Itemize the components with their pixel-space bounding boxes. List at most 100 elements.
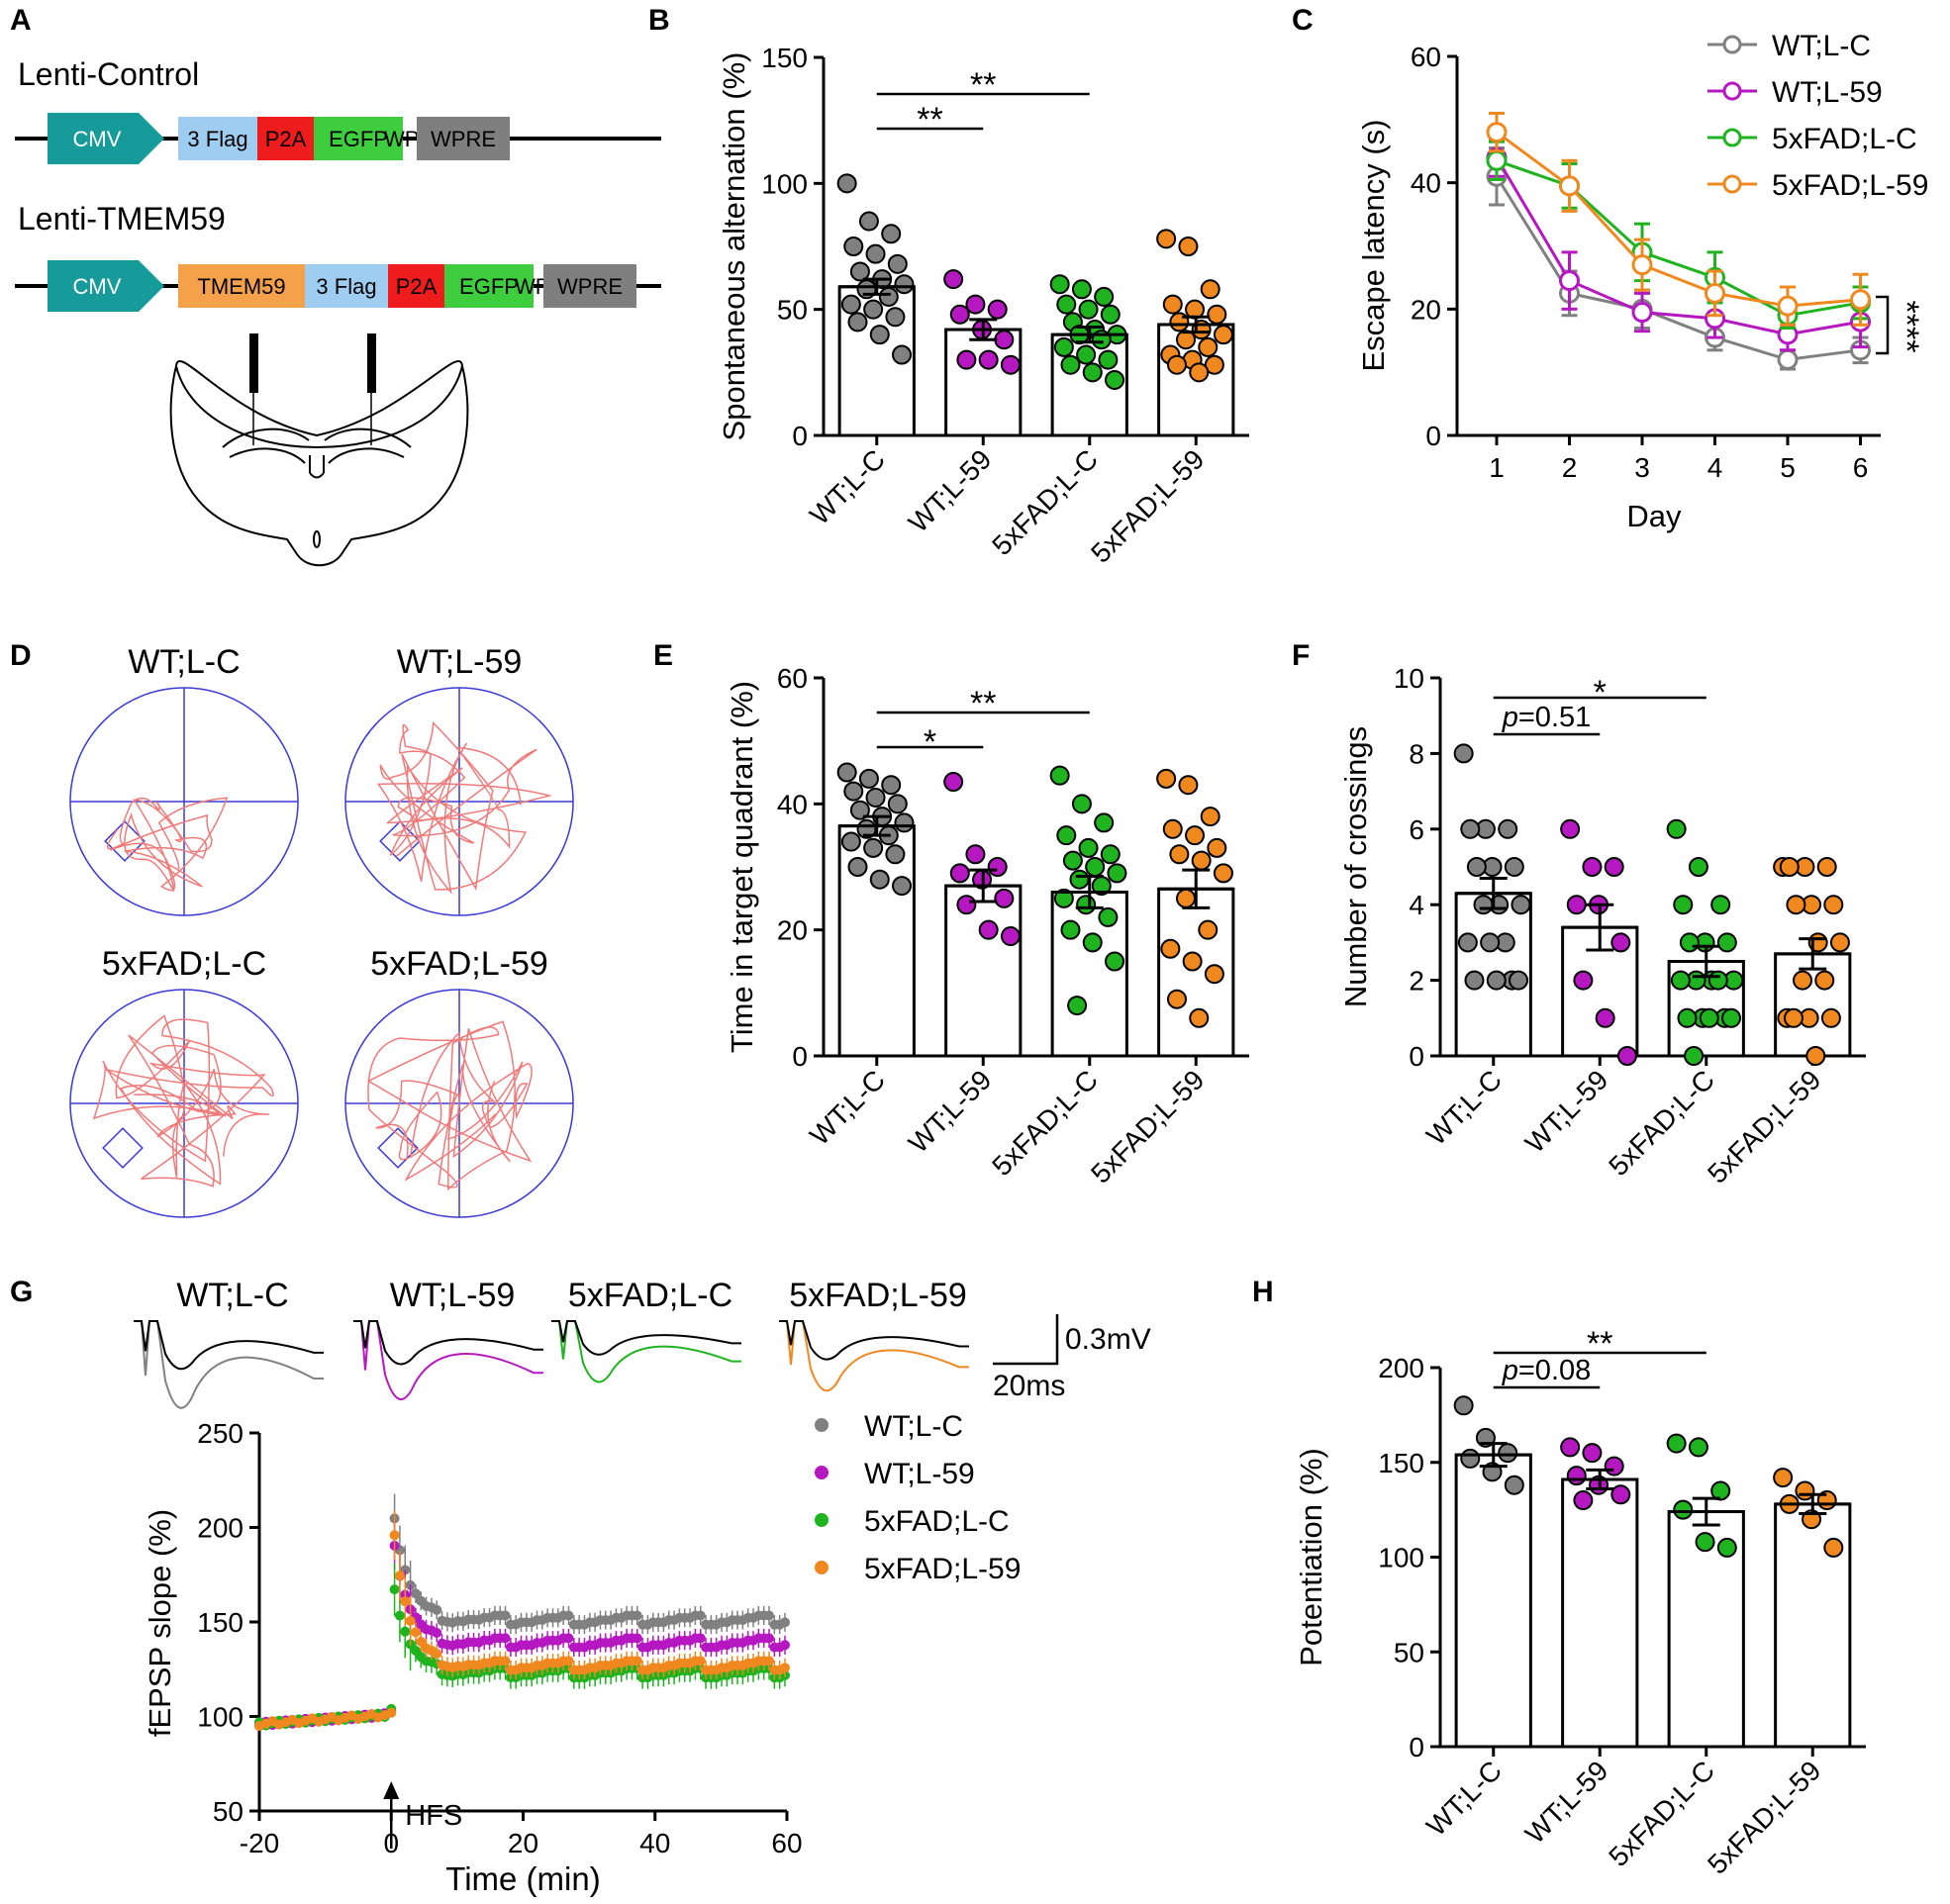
data-point — [978, 919, 999, 940]
data-point — [1198, 336, 1219, 357]
data-point — [1076, 895, 1097, 915]
data-point — [1198, 919, 1219, 940]
data-point — [389, 1584, 400, 1595]
x-tick-label: 5xFAD;L-C — [986, 443, 1104, 561]
data-point — [1716, 1537, 1737, 1558]
data-point — [1560, 818, 1581, 839]
data-point — [1176, 888, 1197, 908]
sig-value: =0.08 — [1518, 1355, 1591, 1386]
data-point — [1094, 286, 1115, 307]
data-point — [1559, 175, 1580, 197]
sig-label: ** — [917, 101, 942, 139]
swim-path — [377, 720, 553, 895]
data-point — [1162, 294, 1183, 315]
legend-marker — [815, 1418, 829, 1432]
legend-label: 5xFAD;L-C — [864, 1505, 1010, 1538]
data-point — [1573, 970, 1594, 991]
legend-label: 5xFAD;L-C — [1772, 123, 1917, 155]
data-point — [1560, 1437, 1581, 1458]
data-point — [1805, 1046, 1826, 1066]
sig-label: ** — [970, 685, 996, 722]
data-point — [500, 1633, 511, 1644]
data-point — [632, 1656, 642, 1666]
data-point — [500, 1610, 511, 1621]
data-point — [858, 768, 879, 789]
block-label: P2A — [265, 127, 307, 151]
x-tick-label: 20 — [508, 1828, 538, 1858]
cmv-arrow — [48, 113, 164, 164]
x-tick-label: 5xFAD;L-C — [1603, 1064, 1720, 1182]
data-point — [1595, 1007, 1615, 1028]
bar — [1774, 1502, 1852, 1749]
bar — [1454, 1453, 1532, 1749]
y-tick-label: 100 — [197, 1702, 244, 1733]
cmv-arrow — [48, 260, 164, 312]
y-axis-label: Number of crossings — [1338, 726, 1373, 1007]
x-tick-label: 5xFAD;L-59 — [1702, 1755, 1826, 1879]
x-tick-label: WT;L-C — [804, 1064, 891, 1151]
data-point — [1071, 794, 1092, 814]
data-point — [949, 863, 970, 884]
panel-letter-D: D — [10, 639, 32, 672]
y-tick-label: 20 — [1411, 294, 1441, 325]
panel-letter-E: E — [653, 639, 673, 672]
y-tick-label: 0 — [1425, 421, 1441, 451]
data-point — [1166, 989, 1187, 1009]
block-label: WPRE — [431, 127, 496, 151]
data-point — [1779, 857, 1800, 877]
data-point — [863, 299, 884, 320]
data-point — [847, 312, 868, 333]
hfs-arrowhead — [383, 1781, 400, 1799]
data-point — [1191, 850, 1212, 871]
block-label: 3 Flag — [187, 127, 247, 151]
maze-title: 5xFAD;L-59 — [370, 945, 548, 983]
maze-0: WT;L-C — [69, 643, 299, 916]
data-point — [1200, 279, 1220, 300]
data-point — [1816, 857, 1837, 877]
data-point — [1721, 1007, 1742, 1028]
data-point — [400, 1596, 411, 1607]
data-point — [1666, 818, 1687, 839]
data-point — [1559, 270, 1580, 292]
legend-marker — [1722, 128, 1742, 147]
brain-section — [169, 359, 469, 567]
y-tick-label: 20 — [777, 915, 808, 946]
block-tmem59 — [178, 264, 305, 308]
data-point — [1069, 869, 1090, 890]
y-tick-label: 100 — [1378, 1543, 1424, 1573]
data-point — [1786, 895, 1806, 915]
data-point — [1460, 1448, 1481, 1469]
sig-label: * — [924, 723, 936, 761]
x-tick-label: 5xFAD;L-59 — [1085, 443, 1210, 568]
panel-letter-C: C — [1292, 4, 1314, 37]
data-point — [892, 344, 913, 365]
maze-title: WT;L-C — [128, 643, 240, 681]
data-point — [1705, 282, 1725, 304]
data-point — [1673, 1499, 1694, 1520]
data-point — [1207, 304, 1227, 325]
data-point — [1076, 344, 1097, 365]
legend-marker — [1722, 81, 1742, 101]
x-tick-label: WT;L-59 — [903, 1064, 998, 1159]
data-point — [978, 349, 999, 370]
data-point — [865, 243, 886, 264]
ventricle — [309, 455, 325, 479]
data-point — [885, 307, 906, 328]
y-tick-label: 200 — [1378, 1353, 1424, 1383]
data-point — [1156, 229, 1177, 249]
x-tick-label: WT;L-59 — [903, 443, 998, 538]
data-point — [1631, 254, 1653, 276]
y-axis-label: fEPSP slope (%) — [143, 1509, 177, 1737]
trace-title: WT;L-59 — [390, 1277, 516, 1314]
y-tick-label: 8 — [1409, 738, 1424, 769]
data-point — [1823, 1537, 1844, 1558]
x-tick-label: 5xFAD;L-59 — [1702, 1064, 1826, 1189]
legend-label: WT;L-C — [864, 1410, 963, 1443]
y-tick-label: 200 — [197, 1513, 244, 1544]
series-line — [1496, 131, 1861, 308]
data-point — [1616, 1046, 1637, 1066]
data-point — [1098, 349, 1119, 370]
trace-1: WT;L-59 — [353, 1277, 543, 1400]
panel-letter-G: G — [10, 1276, 33, 1308]
data-point — [1213, 863, 1233, 884]
